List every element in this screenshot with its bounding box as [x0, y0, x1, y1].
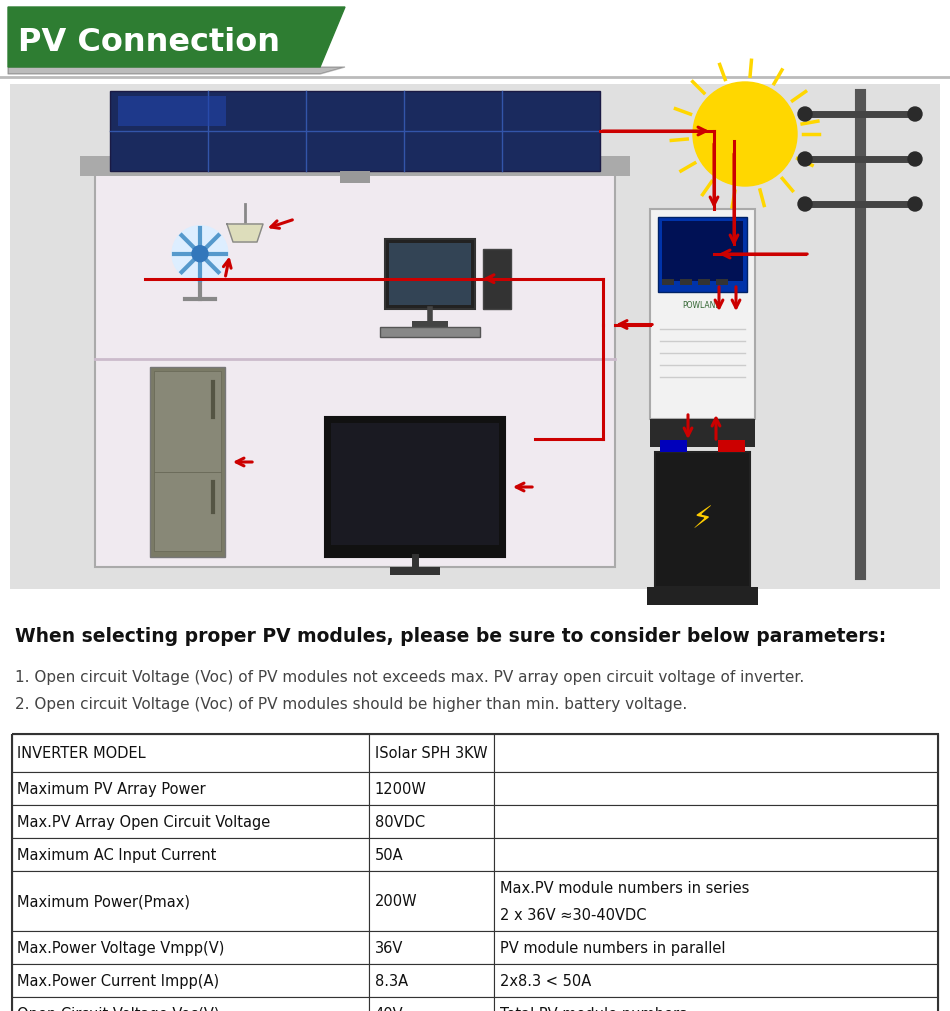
Bar	[12, 805, 369, 838]
Bar	[12, 734, 369, 772]
Bar	[716, 280, 728, 286]
Bar	[389, 244, 471, 305]
Bar	[154, 472, 221, 552]
Bar	[12, 734, 938, 1011]
Text: 2 x 36V ≈30-40VDC: 2 x 36V ≈30-40VDC	[500, 907, 646, 922]
Bar	[680, 280, 692, 286]
Text: 50A: 50A	[374, 847, 403, 862]
Text: 40V: 40V	[374, 1006, 403, 1011]
Bar	[493, 772, 938, 805]
Text: 36V: 36V	[374, 940, 403, 955]
Bar	[662, 280, 674, 286]
Text: INVERTER MODEL: INVERTER MODEL	[17, 746, 145, 760]
Bar	[698, 280, 710, 286]
Bar	[650, 420, 755, 448]
Bar	[412, 321, 448, 328]
Bar	[390, 567, 440, 575]
Text: Maximum PV Array Power: Maximum PV Array Power	[17, 782, 205, 797]
Bar	[660, 441, 687, 453]
Bar	[12, 964, 369, 997]
Bar	[493, 997, 938, 1011]
Text: Open Circuit Voltage Voc(V): Open Circuit Voltage Voc(V)	[17, 1006, 219, 1011]
Bar	[325, 418, 505, 557]
Polygon shape	[8, 8, 345, 68]
Bar	[493, 805, 938, 838]
Circle shape	[693, 83, 797, 187]
Text: 2x8.3 < 50A: 2x8.3 < 50A	[500, 973, 591, 988]
Text: PV module numbers in parallel: PV module numbers in parallel	[500, 940, 725, 955]
Bar	[95, 175, 615, 567]
Text: ⚡: ⚡	[692, 506, 712, 534]
Bar	[154, 372, 221, 472]
Bar	[12, 772, 369, 805]
Bar	[369, 871, 493, 931]
Bar	[655, 453, 750, 587]
Polygon shape	[227, 224, 263, 243]
Text: 80VDC: 80VDC	[374, 814, 425, 829]
Bar	[110, 92, 600, 172]
Bar	[658, 217, 747, 293]
Bar	[493, 931, 938, 964]
Bar	[493, 871, 938, 931]
Text: 2. Open circuit Voltage (Voc) of PV modules should be higher than min. battery v: 2. Open circuit Voltage (Voc) of PV modu…	[15, 697, 687, 712]
Bar	[150, 368, 225, 557]
Circle shape	[798, 153, 812, 167]
Text: POWLAND: POWLAND	[682, 300, 722, 309]
Bar	[12, 997, 369, 1011]
Bar	[385, 240, 475, 309]
Text: Max.Power Voltage Vmpp(V): Max.Power Voltage Vmpp(V)	[17, 940, 224, 955]
Text: 1200W: 1200W	[374, 782, 427, 797]
Circle shape	[192, 247, 208, 263]
Circle shape	[908, 108, 922, 122]
Bar	[369, 772, 493, 805]
Bar	[493, 964, 938, 997]
Bar	[493, 838, 938, 871]
Text: Maximum AC Input Current: Maximum AC Input Current	[17, 847, 217, 862]
Polygon shape	[8, 68, 345, 75]
Bar	[647, 587, 758, 606]
Text: 1. Open circuit Voltage (Voc) of PV modules not exceeds max. PV array open circu: 1. Open circuit Voltage (Voc) of PV modu…	[15, 669, 805, 684]
Text: Max.PV Array Open Circuit Voltage: Max.PV Array Open Circuit Voltage	[17, 814, 270, 829]
Text: When selecting proper PV modules, please be sure to consider below parameters:: When selecting proper PV modules, please…	[15, 627, 886, 645]
Text: Max.PV module numbers in series: Max.PV module numbers in series	[500, 881, 749, 896]
Bar	[369, 931, 493, 964]
Bar	[380, 328, 480, 338]
Bar	[10, 85, 940, 589]
Circle shape	[798, 198, 812, 211]
Bar	[340, 172, 370, 184]
Bar	[650, 210, 755, 420]
Bar	[369, 997, 493, 1011]
Bar	[483, 250, 511, 309]
Bar	[369, 805, 493, 838]
Text: Maximum Power(Pmax): Maximum Power(Pmax)	[17, 894, 190, 909]
Circle shape	[798, 108, 812, 122]
Bar	[369, 964, 493, 997]
Text: Max.Power Current Impp(A): Max.Power Current Impp(A)	[17, 973, 219, 988]
Circle shape	[908, 153, 922, 167]
Text: ISolar SPH 3KW: ISolar SPH 3KW	[374, 746, 487, 760]
Bar	[493, 734, 938, 772]
Bar	[12, 871, 369, 931]
Bar	[12, 838, 369, 871]
Text: 8.3A: 8.3A	[374, 973, 408, 988]
Bar	[369, 734, 493, 772]
Bar	[369, 838, 493, 871]
Circle shape	[172, 226, 228, 282]
Bar	[718, 441, 745, 453]
Bar	[331, 424, 499, 546]
Bar	[662, 221, 743, 282]
Text: Total PV module numbers: Total PV module numbers	[500, 1006, 687, 1011]
Circle shape	[908, 198, 922, 211]
Text: PV Connection: PV Connection	[18, 26, 280, 58]
Bar	[80, 157, 630, 177]
Bar	[12, 931, 369, 964]
Bar	[118, 97, 226, 127]
Text: 200W: 200W	[374, 894, 417, 909]
